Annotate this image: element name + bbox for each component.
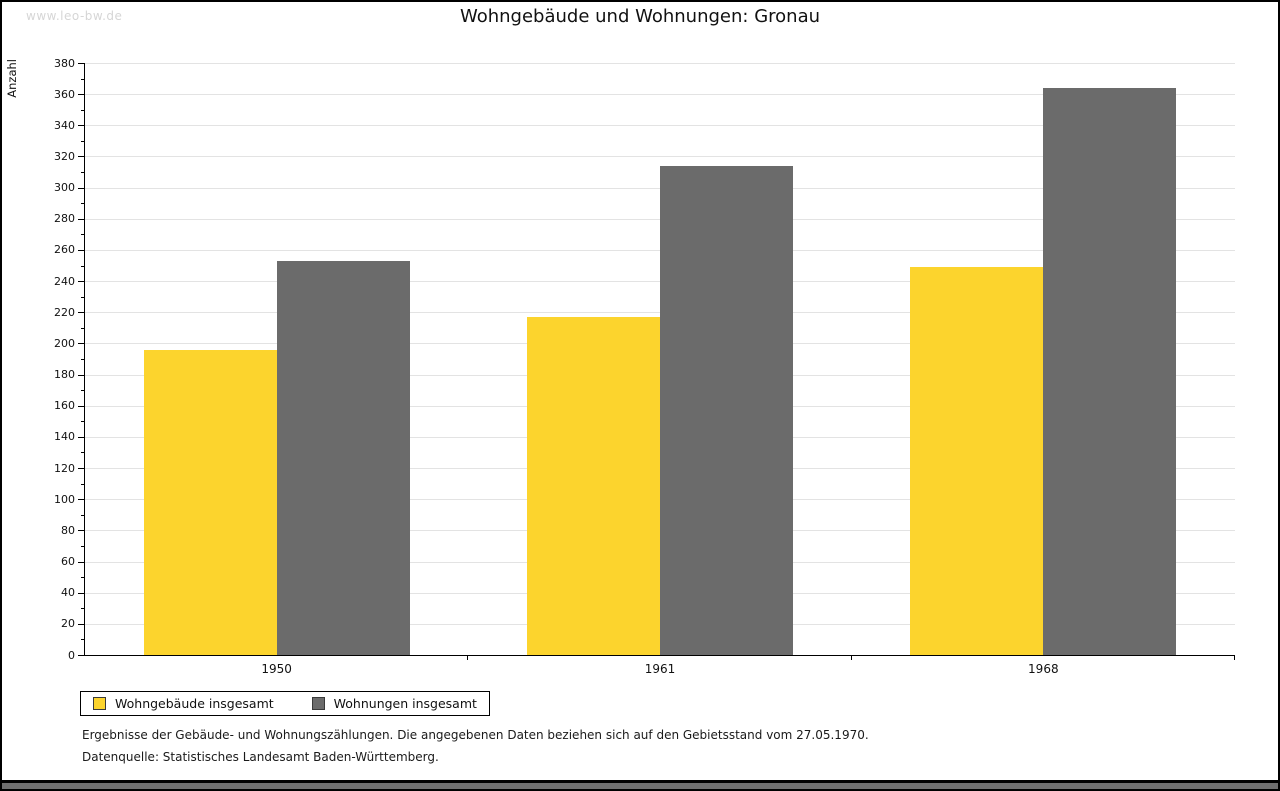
x-boundary-tick [467,655,469,660]
bar-1950-s1 [276,260,410,655]
y-minor-tick [81,296,85,298]
y-minor-tick [81,359,85,360]
y-minor-tick [81,514,85,516]
legend-box: Wohngebäude insgesamt Wohnungen insgesam… [80,691,490,716]
footnote-source-note: Ergebnisse der Gebäude- und Wohnungszähl… [82,728,869,742]
y-major-tick [78,281,85,283]
y-major-tick [78,312,85,314]
y-tick-label: 260 [54,243,75,257]
y-major-tick [78,499,85,501]
bar-1950-s0 [143,349,277,655]
y-major-tick [78,156,85,158]
y-minor-tick [81,172,85,174]
y-major-tick [78,125,85,127]
y-tick-label: 120 [54,461,75,475]
legend-label: Wohnungen insgesamt [333,696,477,711]
legend-item-wohnungen: Wohnungen insgesamt [311,696,477,711]
y-minor-tick [81,608,85,610]
y-minor-tick [81,265,85,267]
y-major-tick [78,343,85,345]
y-tick-label: 40 [61,586,75,600]
gridline [85,63,1235,64]
bar-1968-s1 [1043,87,1177,655]
y-minor-tick [81,140,85,142]
y-tick-label: 20 [61,617,75,631]
y-tick-label: 100 [54,492,75,506]
y-tick-label: 320 [54,149,75,163]
footnote-data-source: Datenquelle: Statistisches Landesamt Bad… [82,750,439,764]
y-tick-label: 200 [54,336,75,350]
bar-1961-s1 [660,165,793,655]
y-minor-tick [81,78,85,80]
y-tick-label: 360 [54,87,75,101]
y-minor-tick [81,234,85,236]
y-tick-label: 220 [54,305,75,319]
y-major-tick [78,436,85,438]
y-major-tick [78,655,85,656]
x-boundary-tick [1234,655,1235,660]
y-major-tick [78,468,85,470]
y-major-tick [78,561,85,563]
y-minor-tick [81,452,85,454]
gridline [85,156,1235,158]
plot-area: 0 20 40 60 80 100 120 140 160 180 200 220 240 260 280 3… [54,58,1235,676]
bar-1961-s0 [527,316,660,655]
y-major-tick [78,592,85,594]
y-major-tick [78,405,85,407]
y-minor-tick [81,203,85,205]
bottom-strip [2,780,1278,789]
y-minor-tick [81,483,85,485]
y-major-tick [78,623,85,625]
y-major-tick [78,218,85,220]
y-minor-tick [81,639,85,641]
x-boundary-tick [850,655,852,660]
y-major-tick [78,187,85,189]
y-tick-label: 80 [61,523,75,537]
y-tick-label: 300 [54,181,75,195]
x-tick-label: 1968 [1028,662,1059,676]
y-tick-label: 60 [61,555,75,569]
y-tick-label: 240 [54,274,75,288]
y-tick-label: 180 [54,368,75,382]
y-minor-tick [81,327,85,329]
x-tick-label: 1950 [261,662,292,676]
y-axis-title: Anzahl [5,59,19,98]
watermark-leo-bw: www.leo-bw.de [26,9,123,23]
y-major-tick [78,249,85,251]
y-tick-label: 0 [68,648,75,662]
y-minor-tick [81,421,85,423]
y-minor-tick [81,545,85,547]
gridline [85,94,1235,96]
y-minor-tick [81,109,85,111]
gridline [85,125,1235,127]
legend-swatch-gray-icon [311,697,325,710]
legend-label: Wohngebäude insgesamt [115,696,274,711]
chart-title: Wohngebäude und Wohnungen: Gronau [459,6,821,27]
y-major-tick [78,530,85,532]
y-tick-label: 380 [54,56,75,70]
y-tick-label: 340 [54,118,75,132]
y-major-tick [78,63,85,64]
bar-1968-s0 [910,267,1044,655]
y-major-tick [78,374,85,376]
legend-item-wohngebaeude: Wohngebäude insgesamt [93,696,274,711]
y-tick-label: 140 [54,430,75,444]
y-tick-label: 280 [54,212,75,226]
x-tick-label: 1961 [644,662,676,676]
y-major-tick [78,94,85,96]
legend-swatch-yellow-icon [93,697,106,710]
y-minor-tick [81,390,85,392]
y-tick-label: 160 [54,399,75,413]
y-minor-tick [81,577,85,579]
